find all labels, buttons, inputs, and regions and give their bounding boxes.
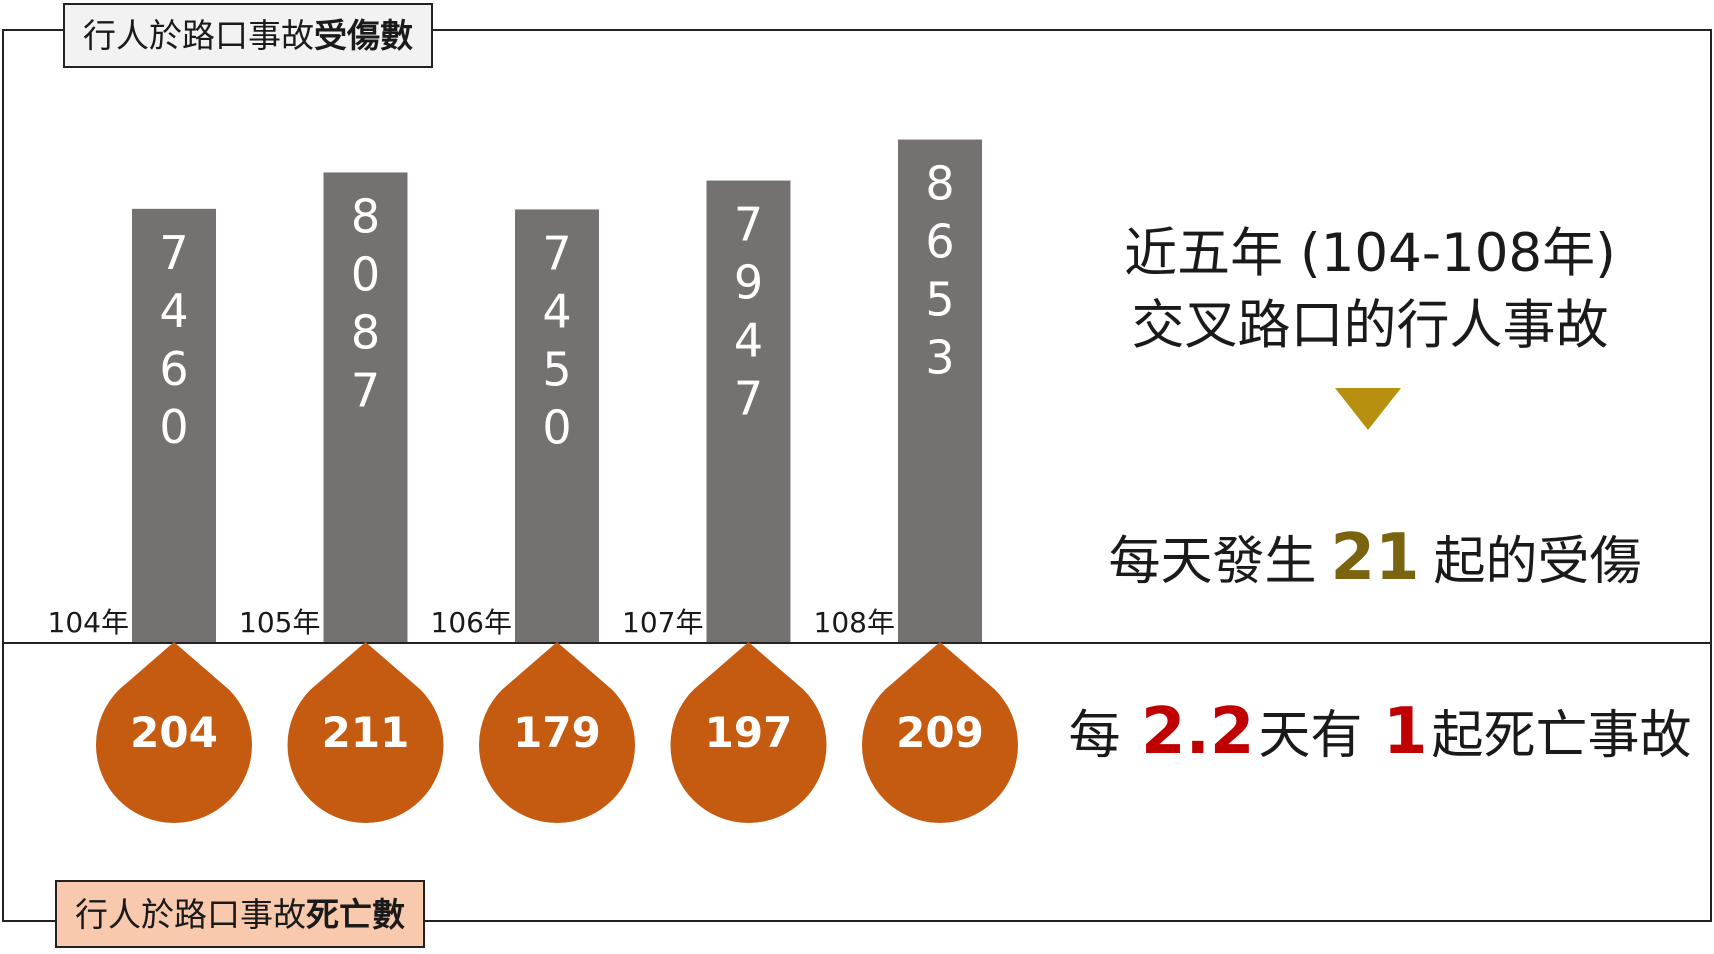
death-drop	[95, 642, 252, 824]
death-drop	[862, 642, 1018, 824]
headline: 近五年 (104-108年) 交叉路口的行人事故	[1070, 218, 1670, 362]
death-stat-suffix: 起死亡事故	[1431, 706, 1692, 766]
death-stat-value: 2.2	[1141, 695, 1255, 769]
injury-bar	[898, 139, 982, 642]
death-drop	[478, 642, 635, 824]
death-stat-middle: 天有	[1258, 706, 1363, 766]
injury-bar	[132, 208, 216, 642]
death-value-label: 204	[130, 708, 218, 757]
year-label: 108年	[814, 606, 895, 639]
injury-title-bold: 受傷數	[314, 16, 413, 55]
headline-line2: 交叉路口的行人事故	[1131, 295, 1609, 356]
injury-bar	[323, 172, 408, 642]
death-stat-prefix: 每	[1068, 706, 1121, 766]
injury-title-prefix: 行人於路口事故	[83, 16, 314, 55]
year-label: 105年	[239, 606, 320, 639]
injury-bar	[706, 180, 791, 643]
injury-stat-prefix: 每天發生	[1108, 532, 1317, 592]
death-title-prefix: 行人於路口事故	[75, 894, 306, 934]
injury-stat-value: 21	[1330, 521, 1420, 595]
death-drop	[670, 642, 827, 824]
injury-title: 行人於路口事故 受傷數	[63, 3, 433, 68]
injury-bar	[515, 209, 599, 642]
headline-line1: 近五年 (104-108年)	[1124, 223, 1616, 284]
death-value-label: 179	[513, 708, 601, 757]
death-stat: 每 2.2天有 1起死亡事故	[1060, 696, 1700, 772]
chart-frame	[2, 29, 1712, 922]
year-label: 106年	[431, 606, 512, 639]
death-value-label: 197	[705, 708, 793, 757]
death-title: 行人於路口事故 死亡數	[55, 880, 425, 948]
down-arrow-icon	[1335, 388, 1401, 430]
death-drop	[287, 642, 444, 824]
death-stat-value2: 1	[1382, 695, 1428, 769]
divider-line	[2, 642, 1712, 644]
year-label: 104年	[48, 606, 129, 639]
death-title-bold: 死亡數	[306, 894, 405, 934]
injury-stat-suffix: 起的受傷	[1433, 532, 1642, 592]
death-value-label: 211	[322, 708, 410, 757]
injury-stat: 每天發生 21 起的受傷	[1085, 522, 1665, 598]
year-label: 107年	[622, 606, 703, 639]
death-value-label: 209	[896, 708, 984, 757]
